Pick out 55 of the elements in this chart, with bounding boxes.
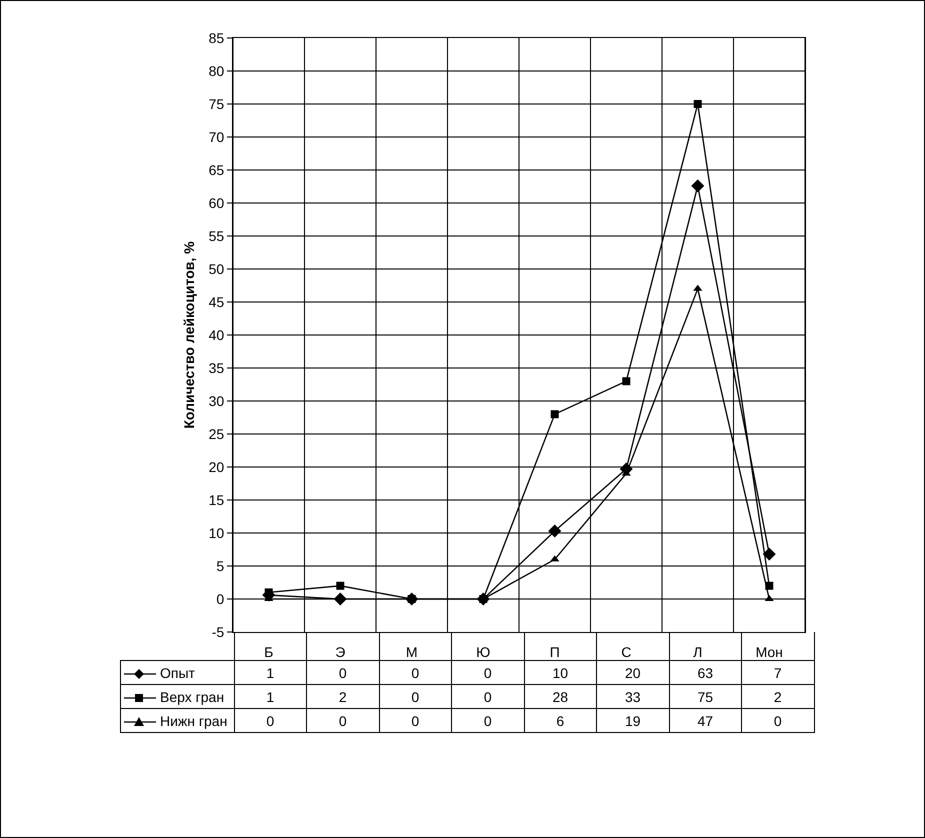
data-label: 1 — [234, 684, 306, 708]
data-label: 0 — [742, 708, 814, 732]
y-tick-label: 80 — [208, 62, 224, 79]
data-label: 0 — [234, 708, 306, 732]
x-tick-label: Л — [693, 644, 702, 660]
data-label: 0 — [379, 660, 452, 684]
y-tick-label: 65 — [208, 162, 224, 178]
y-tick-label: 50 — [208, 260, 224, 277]
y-tick-label: -5 — [212, 624, 224, 640]
data-label: 0 — [452, 708, 524, 732]
y-tick-label: 45 — [208, 294, 224, 310]
x-tick-label: Ю — [476, 644, 490, 660]
x-tick-label: М — [406, 644, 418, 660]
y-tick-label: 85 — [208, 30, 224, 46]
data-label: 0 — [379, 708, 452, 732]
y-tick-label: 35 — [208, 360, 224, 376]
legend-label: Нижн гран — [120, 708, 234, 732]
x-tick-label: Мон — [756, 644, 783, 660]
y-tick-label: 70 — [208, 128, 224, 145]
data-label: 33 — [596, 684, 669, 708]
data-label: 0 — [452, 684, 524, 708]
y-tick-label: 10 — [208, 524, 224, 541]
data-label: 10 — [524, 660, 596, 684]
data-label: 0 — [306, 708, 379, 732]
y-tick-label: 20 — [208, 458, 224, 475]
data-label: 0 — [379, 684, 452, 708]
legend-label: Опыт — [120, 660, 234, 684]
y-tick-label: 5 — [216, 558, 224, 574]
data-label: 19 — [596, 708, 669, 732]
y-tick-label: 25 — [208, 426, 224, 442]
data-label: 0 — [452, 660, 524, 684]
data-label: 20 — [596, 660, 669, 684]
data-label: 1 — [234, 660, 306, 684]
data-label: 0 — [306, 660, 379, 684]
y-tick-label: 55 — [208, 228, 224, 244]
x-tick-label: П — [550, 644, 560, 660]
y-tick-label: 15 — [208, 492, 224, 508]
y-tick-label: 30 — [208, 392, 224, 409]
data-label: 6 — [524, 708, 596, 732]
y-tick-label: 60 — [208, 194, 224, 211]
data-label: 2 — [306, 684, 379, 708]
x-tick-label: Э — [335, 644, 346, 660]
data-label: 47 — [669, 708, 742, 732]
x-tick-label: С — [621, 644, 632, 660]
y-tick-label: 75 — [208, 96, 224, 112]
y-tick-label: 40 — [208, 326, 224, 343]
y-axis-title: Количество лейкоцитов, % — [181, 240, 198, 429]
data-label: 28 — [524, 684, 596, 708]
data-label: 75 — [669, 684, 742, 708]
y-tick-label: 0 — [216, 590, 224, 607]
x-tick-label: Б — [264, 644, 274, 660]
data-label: 63 — [669, 660, 742, 684]
data-label: 2 — [742, 684, 814, 708]
data-label: 7 — [742, 660, 814, 684]
legend-label: Верх гран — [120, 684, 234, 708]
